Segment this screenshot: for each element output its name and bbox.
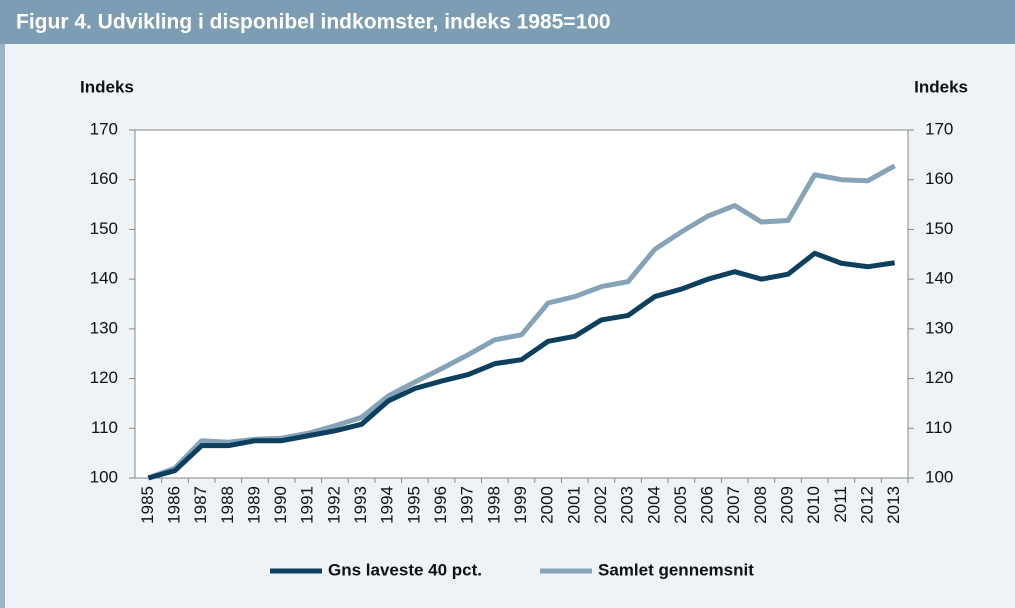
x-tick-label: 2002 — [591, 486, 610, 524]
x-tick-label: 2009 — [778, 486, 797, 524]
x-tick-label: 1991 — [298, 486, 317, 524]
y-tick-label: 140 — [90, 269, 118, 288]
y2-tick-label: 110 — [925, 418, 952, 437]
y-tick-label: 110 — [91, 418, 118, 437]
y-tick-label: 170 — [90, 119, 118, 138]
x-tick-label: 1995 — [404, 486, 423, 524]
x-tick-label: 2008 — [751, 486, 770, 524]
x-tick-label: 1999 — [511, 486, 530, 524]
x-tick-label: 1997 — [458, 486, 477, 524]
y2-axis-title: Indeks — [914, 77, 968, 96]
x-tick-label: 1998 — [484, 486, 503, 524]
title-bar — [0, 0, 1015, 44]
side-bar — [0, 44, 5, 608]
plot-area — [134, 129, 909, 479]
x-tick-label: 1989 — [244, 486, 263, 524]
x-tick-label: 2007 — [724, 486, 743, 524]
series-line — [147, 250, 896, 481]
legend-label: Gns laveste 40 pct. — [328, 560, 482, 579]
y2-tick-label: 100 — [925, 467, 953, 486]
x-tick-label: 2003 — [618, 486, 637, 524]
x-tick-label: 2010 — [804, 486, 823, 524]
x-tick-label: 1988 — [218, 486, 237, 524]
x-tick-label: 2006 — [698, 486, 717, 524]
x-tick-label: 1990 — [271, 486, 290, 524]
x-tick-label: 1992 — [324, 486, 343, 524]
x-tick-label: 2012 — [858, 486, 877, 524]
y2-tick-label: 140 — [925, 269, 953, 288]
x-tick-label: 1993 — [351, 486, 370, 524]
y-tick-label: 100 — [90, 467, 118, 486]
y2-tick-label: 130 — [925, 318, 953, 337]
y-tick-label: 150 — [90, 219, 118, 238]
y-axis-title: Indeks — [80, 77, 134, 96]
x-tick-label: 2011 — [831, 486, 850, 523]
x-tick-label: 1985 — [138, 486, 157, 524]
x-tick-label: 2001 — [564, 486, 583, 524]
x-tick-label: 2004 — [644, 486, 663, 524]
chart-title: Figur 4. Udvikling i disponibel indkomst… — [16, 11, 611, 34]
x-tick-label: 1986 — [164, 486, 183, 524]
y-tick-label: 130 — [90, 318, 118, 337]
legend-label: Samlet gennemsnit — [598, 560, 754, 579]
x-tick-label: 2013 — [884, 486, 903, 524]
x-tick-label: 2000 — [538, 486, 557, 524]
y-tick-label: 160 — [90, 169, 118, 188]
x-tick-label: 1994 — [378, 486, 397, 524]
x-tick-label: 1987 — [191, 486, 210, 524]
y2-tick-label: 120 — [925, 368, 953, 387]
y2-tick-label: 170 — [925, 119, 953, 138]
y2-tick-label: 150 — [925, 219, 953, 238]
x-tick-label: 2005 — [671, 486, 690, 524]
y2-tick-label: 160 — [925, 169, 953, 188]
x-tick-label: 1996 — [431, 486, 450, 524]
y-tick-label: 120 — [90, 368, 118, 387]
